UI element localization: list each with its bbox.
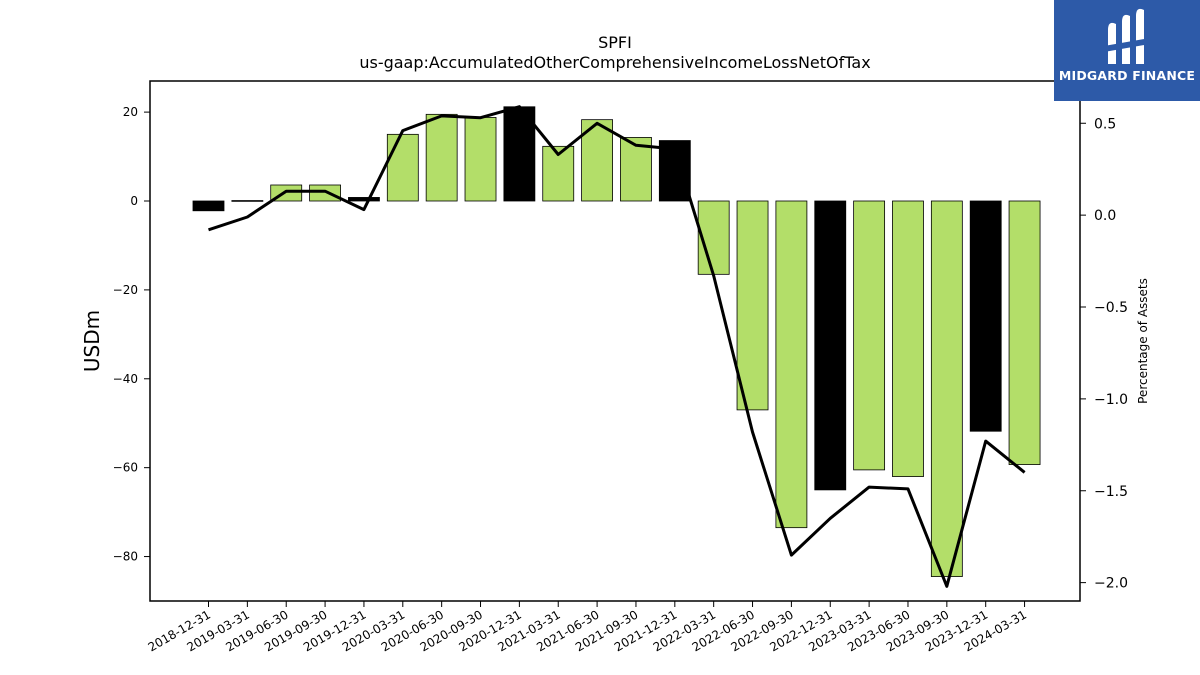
- y-tick-label-right: −0.5: [1094, 300, 1128, 316]
- y-tick-label-right: −2.0: [1094, 576, 1128, 592]
- bar-2020-06-30: [425, 113, 458, 202]
- bar-2024-03-31: [1008, 200, 1041, 465]
- y-axis-label-left: USDm: [80, 310, 104, 372]
- y-tick-label-left: 20: [123, 105, 138, 119]
- bar-2021-09-30: [620, 137, 652, 202]
- y-tick-label-right: −1.5: [1094, 484, 1128, 500]
- bar-2018-12-31: [192, 200, 225, 212]
- left-axis: 20 0 −20 −40 −60 −80: [113, 105, 150, 564]
- y-tick-label-right: 0.0: [1094, 208, 1116, 224]
- bar-2022-06-30: [736, 200, 769, 411]
- x-axis: 2018-12-312019-03-312019-06-302019-09-30…: [146, 601, 1029, 654]
- logo-text: MIDGARD FINANCE: [1058, 68, 1196, 83]
- bar-2023-03-31: [853, 200, 886, 471]
- bar-2023-12-31: [969, 200, 1002, 432]
- bar-2019-03-31: [231, 200, 264, 202]
- bar-2022-12-31: [814, 200, 847, 491]
- bar-2020-09-30: [464, 117, 497, 202]
- y-tick-label-left: 0: [130, 194, 138, 208]
- y-tick-label-left: −40: [113, 372, 138, 386]
- bar-2020-03-31: [386, 133, 419, 202]
- bar-2019-12-31: [348, 197, 380, 202]
- bar-2020-12-31: [503, 106, 536, 202]
- y-tick-label-right: −1.0: [1094, 392, 1128, 408]
- y-tick-label-left: −80: [113, 550, 138, 564]
- y-tick-label-right: 0.5: [1094, 116, 1116, 132]
- bar-2022-09-30: [775, 200, 808, 529]
- bar-2023-06-30: [892, 200, 924, 477]
- bar-2023-09-30: [930, 200, 963, 577]
- y-axis-label-right: Percentage of Assets: [1136, 278, 1150, 404]
- y-tick-label-left: −60: [113, 461, 138, 475]
- chart-subtitle: us-gaap:AccumulatedOtherComprehensiveInc…: [359, 53, 870, 72]
- midgard-finance-logo: MIDGARD FINANCE: [1054, 0, 1200, 101]
- bars-group: [192, 106, 1041, 577]
- y-tick-label-left: −20: [113, 283, 138, 297]
- chart-title: SPFI: [598, 33, 632, 52]
- line-group: [208, 105, 1026, 588]
- plot-frame: [149, 80, 1081, 602]
- bar-2019-09-30: [309, 184, 341, 202]
- right-axis: 0.5 0.0 −0.5 −1.0 −1.5 −2.0: [1080, 116, 1128, 592]
- percentage-of-assets-line: [208, 105, 1026, 588]
- logo-mark-icon: [1104, 8, 1150, 64]
